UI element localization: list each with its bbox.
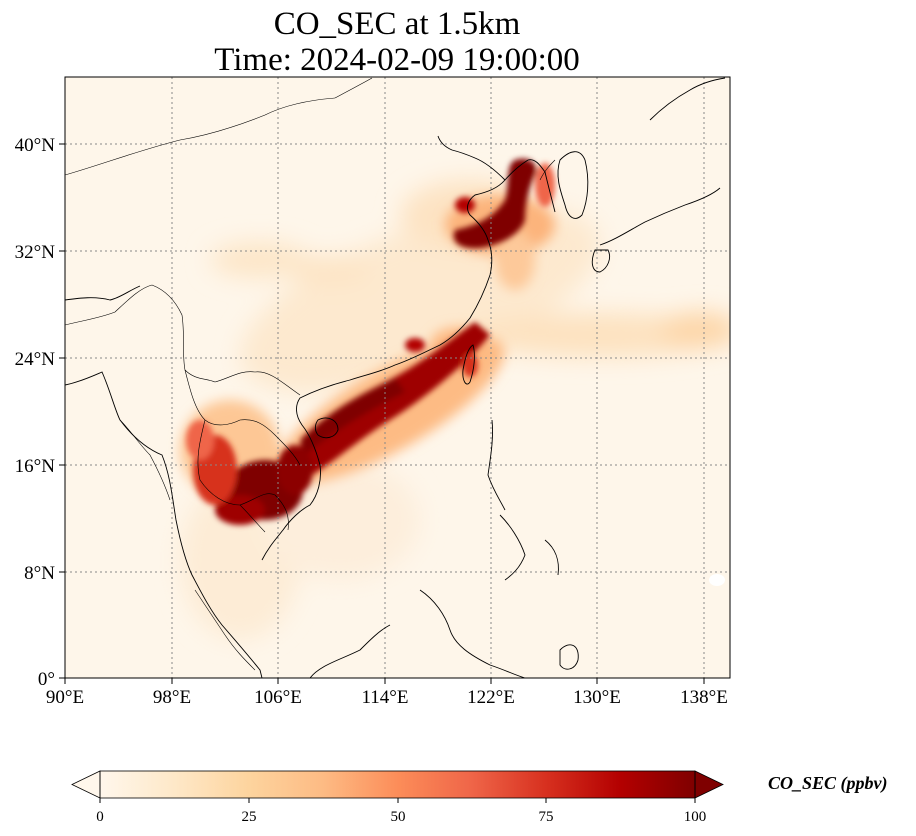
x-tick-label: 90°E bbox=[46, 687, 84, 708]
x-tick-label: 114°E bbox=[362, 687, 409, 708]
y-tick-label: 24°N bbox=[15, 349, 56, 370]
y-axis: 40°N 32°N 24°N 16°N 8°N 0° bbox=[15, 135, 65, 690]
x-tick-label: 130°E bbox=[573, 687, 621, 708]
colorbar-gradient bbox=[100, 771, 695, 798]
colorbar-tick-label: 75 bbox=[539, 809, 554, 825]
title-line-2: Time: 2024-02-09 19:00:00 bbox=[214, 42, 579, 78]
co-plume-strong bbox=[186, 158, 555, 525]
x-tick-label: 138°E bbox=[680, 687, 728, 708]
y-tick-label: 8°N bbox=[24, 563, 55, 584]
colorbar-tick-label: 25 bbox=[242, 809, 257, 825]
colorbar-tick-label: 50 bbox=[391, 809, 406, 825]
map-field bbox=[65, 77, 730, 678]
gridlines bbox=[65, 77, 730, 678]
y-tick-label: 32°N bbox=[15, 242, 56, 263]
co-haze bbox=[180, 180, 730, 640]
y-tick-label: 16°N bbox=[15, 456, 56, 477]
colorbar: 0 25 50 75 100 CO_SEC (ppbv) bbox=[71, 770, 888, 825]
borders bbox=[65, 77, 556, 671]
colorbar-tick-label: 100 bbox=[684, 809, 707, 825]
colorbar-extend-max bbox=[694, 770, 724, 799]
x-tick-label: 98°E bbox=[153, 687, 191, 708]
coastlines bbox=[65, 77, 726, 678]
colorbar-label: CO_SEC (ppbv) bbox=[768, 773, 888, 794]
title-line-1: CO_SEC at 1.5km bbox=[274, 6, 521, 42]
x-axis: 90°E 98°E 106°E 114°E 122°E 130°E 138°E bbox=[46, 678, 728, 708]
colorbar-tick-label: 0 bbox=[96, 809, 104, 825]
y-tick-label: 40°N bbox=[15, 135, 56, 156]
colorbar-extend-min bbox=[71, 770, 101, 799]
map-frame bbox=[64, 76, 731, 679]
x-tick-label: 122°E bbox=[467, 687, 515, 708]
y-tick-label: 0° bbox=[38, 669, 55, 690]
x-tick-label: 106°E bbox=[254, 687, 302, 708]
